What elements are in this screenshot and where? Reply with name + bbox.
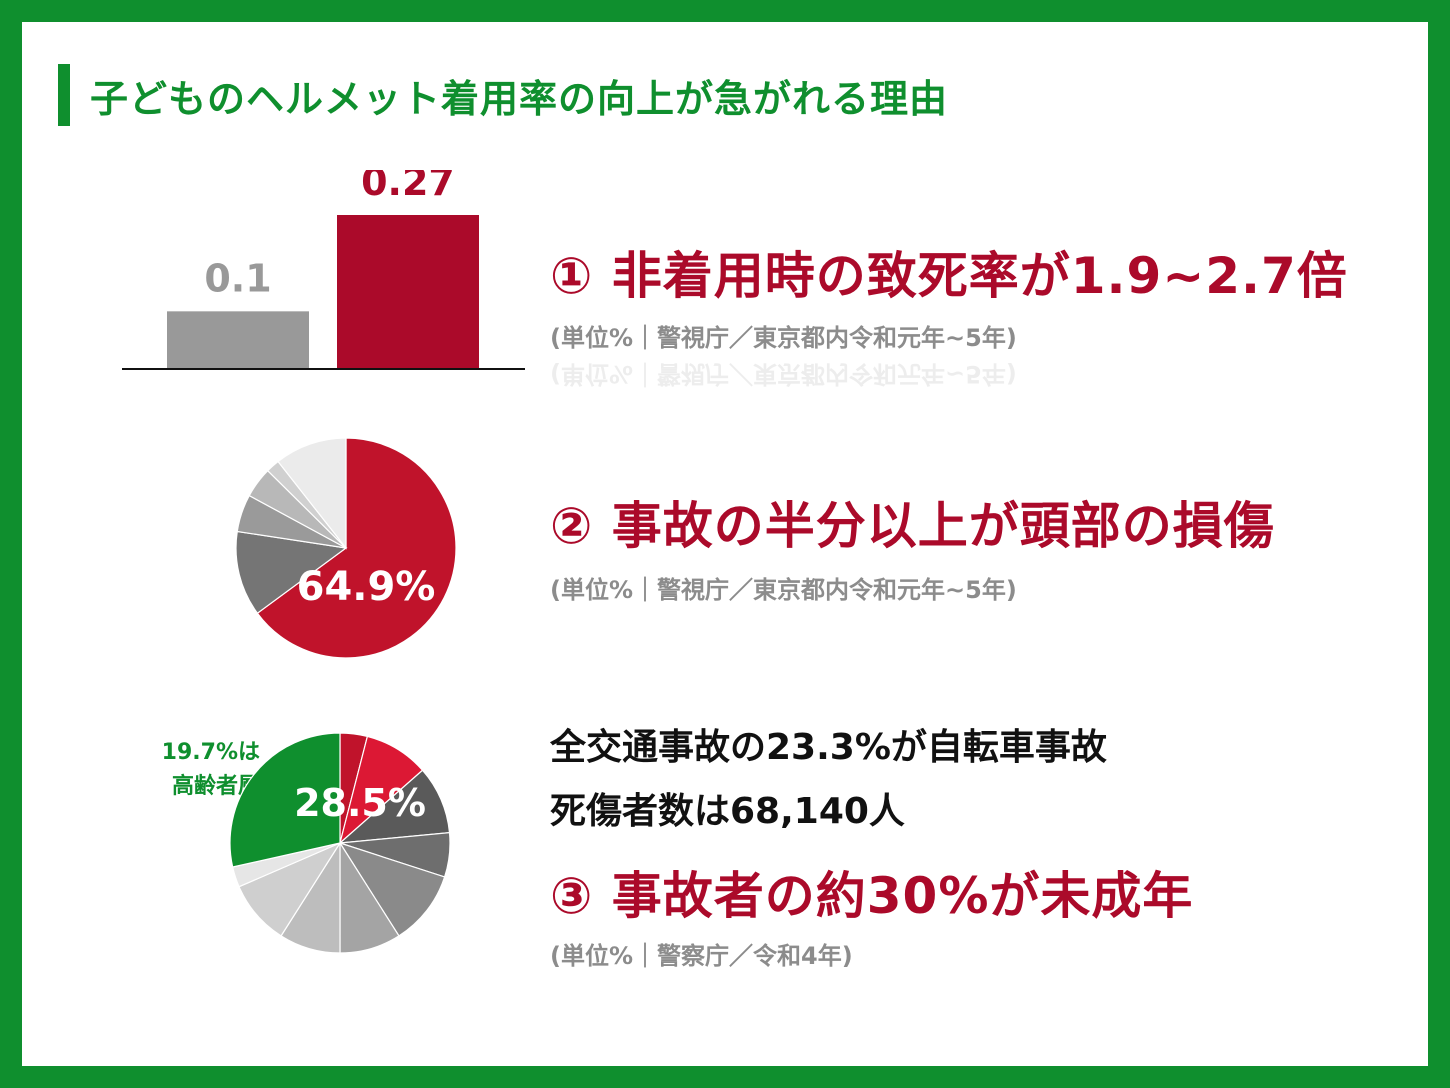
- pie1-slice-2: [235, 530, 348, 615]
- head-injury-pie-chart: 64.9%: [235, 437, 457, 659]
- minor-accident-pie-chart: 28.5%: [229, 732, 451, 954]
- bicycle-accident-share: 全交通事故の23.3%が自転車事故: [550, 727, 1107, 768]
- section3-source: (単位%｜警察庁／令和4年): [550, 942, 853, 970]
- pie1-slice-label-1: 64.9%: [297, 564, 436, 610]
- section1-heading: ① 非着用時の致死率が1.9~2.7倍: [550, 247, 1348, 305]
- bar-value-label-2: 0.27: [361, 170, 455, 204]
- fatality-bar-chart: 0.1 0.27: [122, 170, 525, 370]
- bar-2: [337, 215, 479, 368]
- section1-source-reflection: (単位%｜警視庁／東京都内令和元年~5年): [550, 360, 1017, 388]
- pie2-slice-10: [229, 732, 341, 868]
- elderly-note-line1: 19.7%は: [161, 740, 260, 765]
- pie2-slice-5: [338, 841, 446, 937]
- pie1-slice-1: [256, 437, 457, 659]
- casualty-count: 死傷者数は68,140人: [550, 791, 905, 832]
- pie2-slice-label-10: 28.5%: [294, 781, 426, 825]
- section1-source: (単位%｜警視庁／東京都内令和元年~5年): [550, 324, 1017, 352]
- section3-heading: ③ 事故者の約30%が未成年: [550, 867, 1194, 925]
- page-title: 子どものヘルメット着用率の向上が急がれる理由: [90, 77, 949, 121]
- pie1-slice-6: [277, 437, 347, 550]
- bar-1: [167, 311, 309, 368]
- section2-source: (単位%｜警視庁／東京都内令和元年~5年): [550, 576, 1017, 604]
- title-accent-bar: [58, 64, 70, 126]
- bar-value-label-1: 0.1: [204, 256, 271, 300]
- section2-heading: ② 事故の半分以上が頭部の損傷: [550, 497, 1275, 555]
